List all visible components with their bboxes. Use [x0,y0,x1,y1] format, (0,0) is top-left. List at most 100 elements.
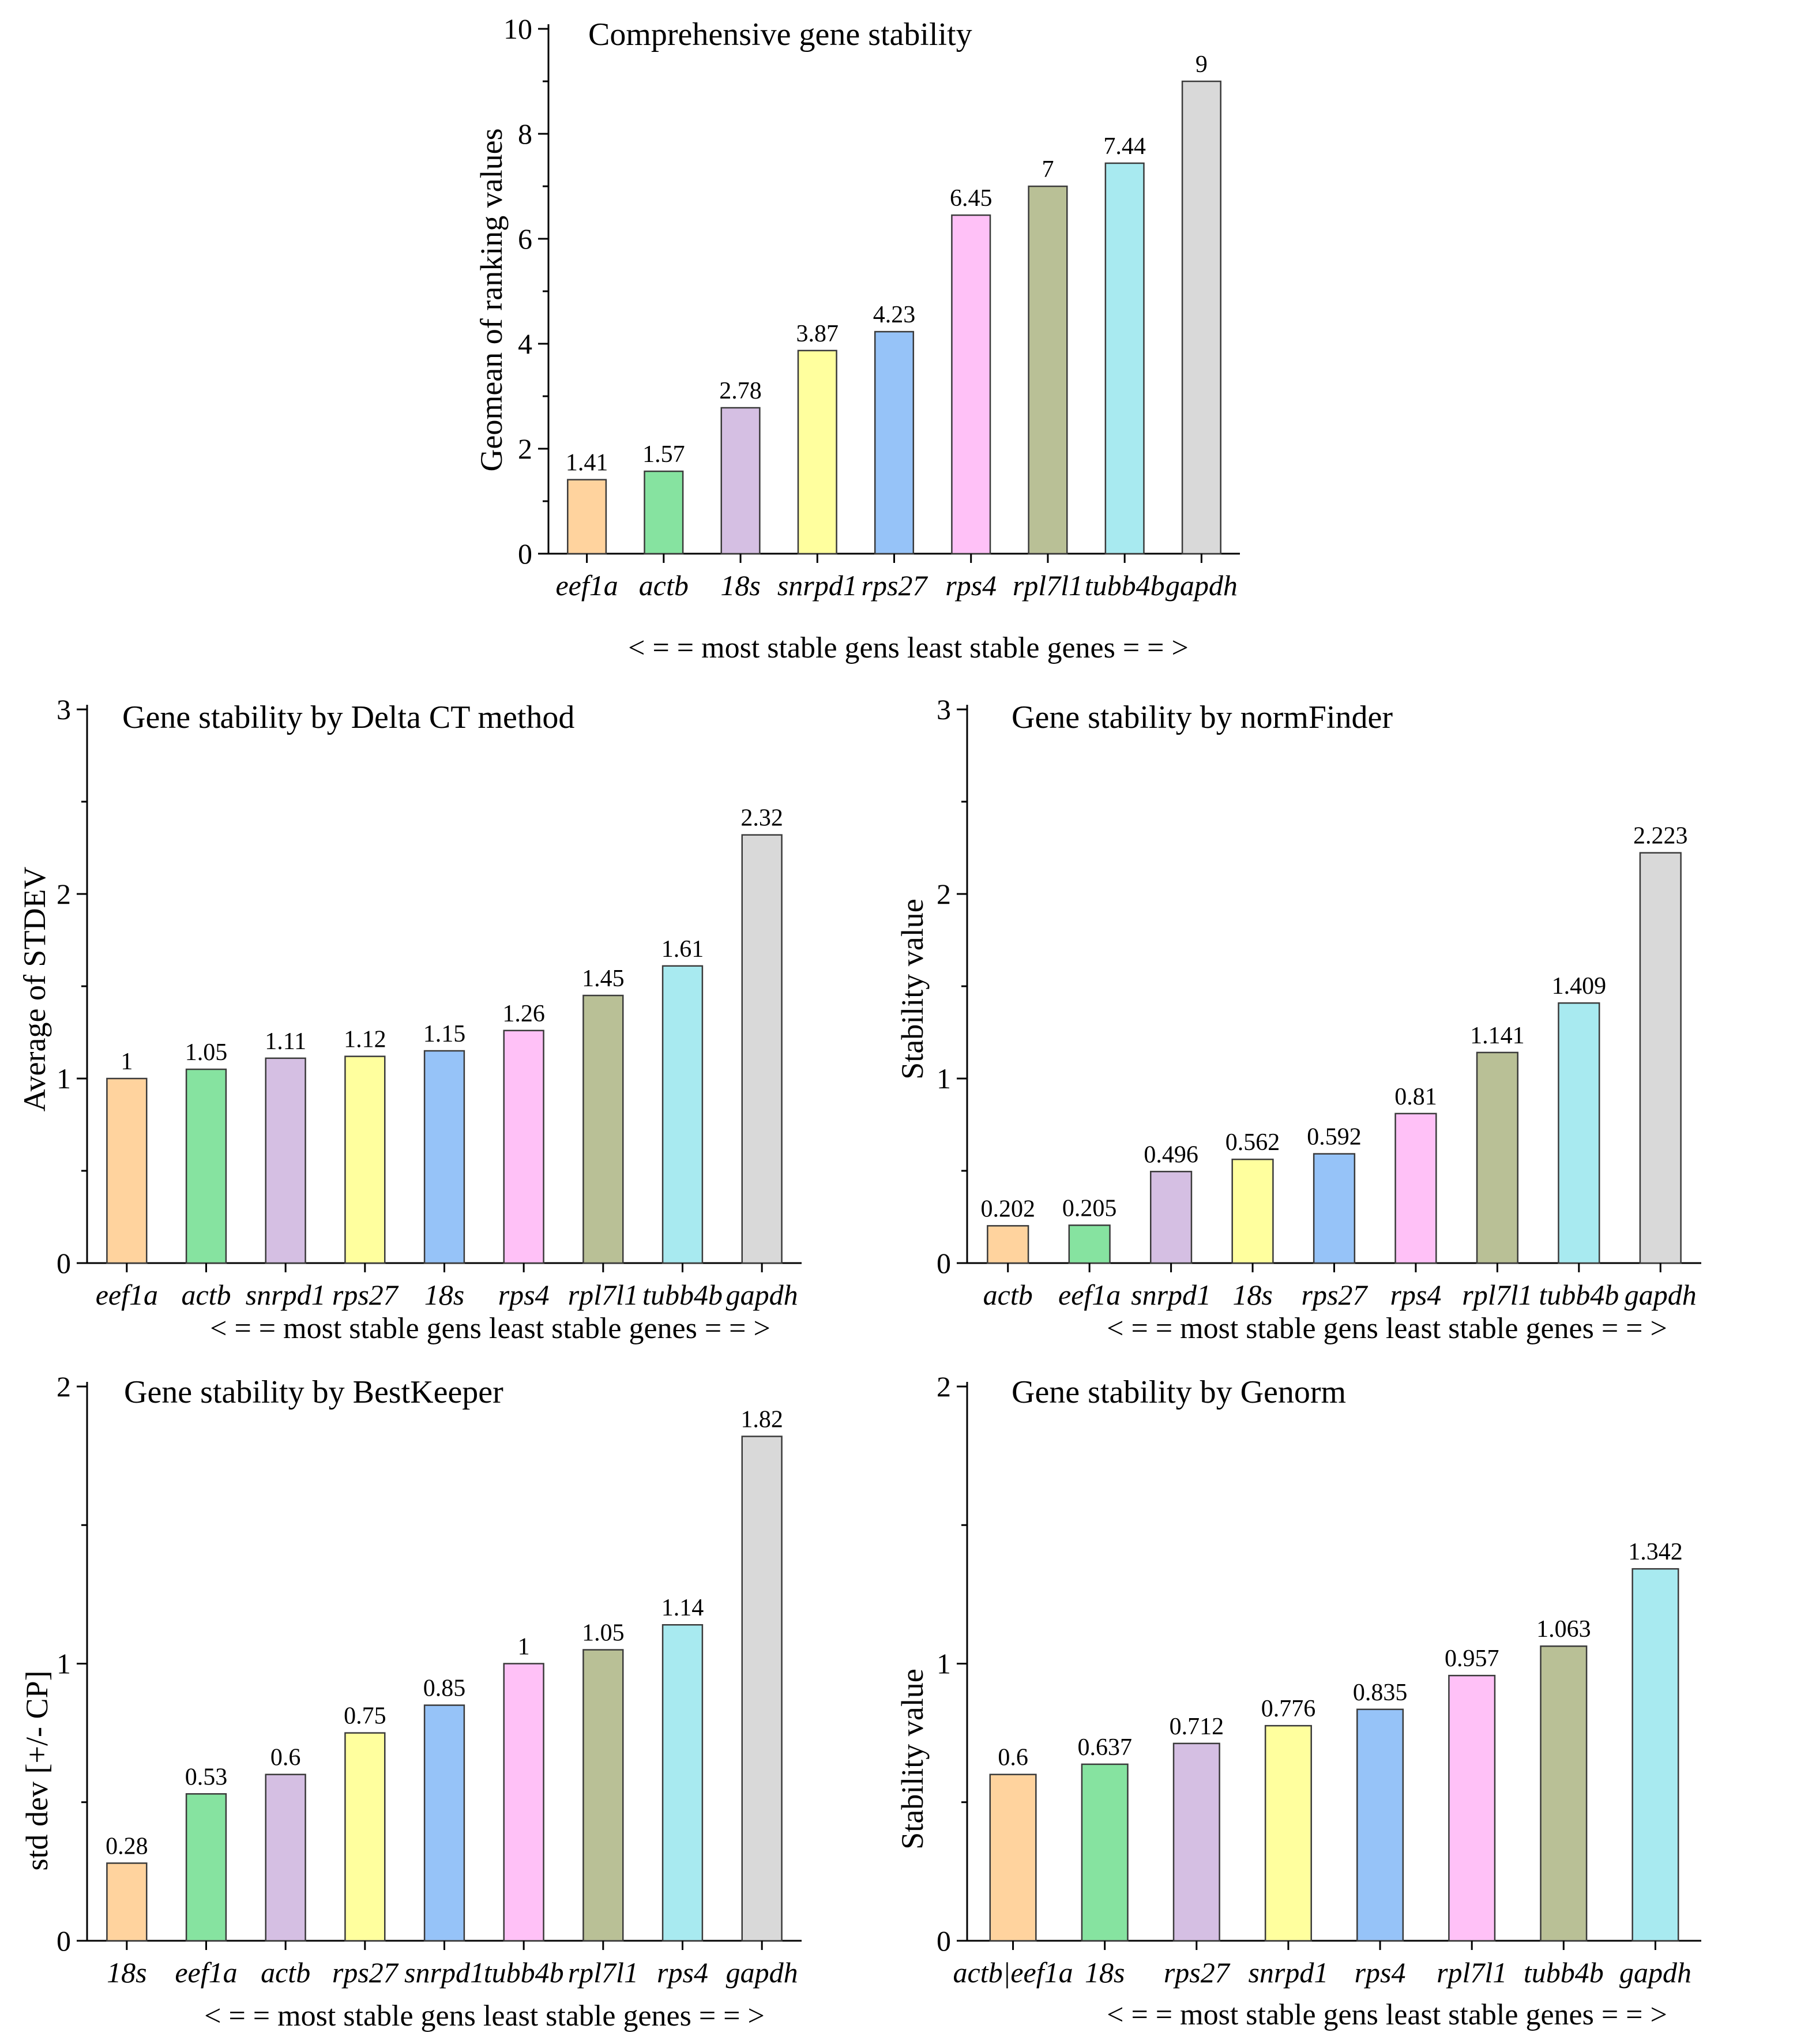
bar-18s [1231,1158,1274,1264]
data-label: 0.81 [1394,1084,1437,1110]
x-tick-label: snrpd1 [1131,1279,1211,1311]
x-axis-label: < = = most stable gens least stable gene… [210,1312,770,1345]
x-tick-label: rps27 [1302,1279,1369,1311]
data-label: 0.496 [1144,1141,1198,1168]
x-tick-label: snrpd1 [777,569,858,602]
y-tick-label: 2 [57,1370,71,1403]
x-tick-label: gapdh [1625,1279,1697,1311]
x-tick-label: actb [261,1956,310,1989]
chart-comprehensive-svg: Comprehensive gene stability Geomean of … [474,13,1240,664]
y-tick-label: 0 [57,1247,71,1279]
y-tick-label: 0 [57,1925,71,1957]
bar-rps4 [1394,1113,1437,1264]
data-label: 0.75 [344,1703,386,1730]
x-tick-label: tubb4b [484,1956,564,1989]
y-axis-label: Geomean of ranking values [474,128,509,471]
x-tick-label: snrpd1 [246,1279,326,1311]
bar-actb [265,1774,306,1942]
data-label: 9 [1196,51,1208,78]
chart-delta-ct: Gene stability by Delta CT method Averag… [0,681,900,1355]
y-axis-label: Stability value [895,899,930,1079]
chart-title: Gene stability by BestKeeper [124,1374,503,1410]
x-tick-label: tubb4b [1524,1956,1604,1989]
data-label: 1.063 [1536,1616,1591,1643]
y-tick-label: 10 [503,13,532,45]
x-tick-label: actb [983,1279,1033,1311]
bar-gapdh [741,1436,783,1942]
x-tick-label: rps4 [657,1956,708,1989]
chart-title: Gene stability by Delta CT method [122,700,574,735]
y-tick-label: 1 [57,1648,71,1680]
x-tick-label: actb|eef1a [953,1956,1073,1989]
data-label: 1.41 [566,450,608,476]
x-tick-label: tubb4b [1085,569,1165,602]
data-label: 1.14 [661,1595,704,1621]
y-tick-label: 2 [57,878,71,910]
data-label: 1.11 [265,1028,306,1055]
bar-rpl7l1 [1028,185,1068,555]
x-tick-label: 18s [720,569,760,602]
y-axis-label: Stability value [895,1669,930,1849]
bar-18s [106,1862,148,1942]
bar-snrpd1 [1150,1171,1193,1264]
x-tick-label: eef1a [175,1956,237,1989]
data-label: 1.342 [1628,1539,1683,1565]
x-axis-label: < = = most stable gens least stable gene… [1107,1998,1667,2031]
y-tick-label: 3 [937,693,951,726]
x-tick-label: snrpd1 [1248,1956,1328,1989]
bar-18s [423,1050,465,1264]
y-tick-label: 0 [937,1247,951,1279]
bar-rpl7l1 [1448,1674,1496,1942]
bar-tubb4b [661,965,704,1264]
data-label: 0.85 [423,1675,466,1702]
bar-tubb4b [1540,1645,1588,1942]
bar-18s [720,407,761,555]
y-tick-label: 3 [57,693,71,726]
bar-rpl7l1 [582,1649,624,1942]
data-label: 0.776 [1261,1696,1316,1722]
data-label: 0.205 [1062,1195,1117,1222]
data-label: 1.141 [1470,1023,1525,1049]
bar-gapdh [1639,852,1682,1264]
chart-comprehensive: Comprehensive gene stability Geomean of … [461,0,1361,675]
bar-tubb4b [1558,1002,1600,1264]
data-label: 1.26 [502,1001,545,1027]
x-tick-label: snrpd1 [404,1956,484,1989]
bar-actb|eef1a [989,1774,1037,1942]
bar-rpl7l1 [1476,1051,1518,1264]
bar-eef1a [567,479,607,555]
data-label: 0.6 [998,1745,1028,1771]
data-label: 1.409 [1552,973,1607,1000]
data-label: 0.592 [1307,1124,1362,1151]
x-tick-label: rps27 [862,569,928,602]
bar-rps27 [1313,1153,1356,1264]
chart-normfinder: Gene stability by normFinder Stability v… [895,681,1797,1355]
data-label: 0.6 [270,1745,301,1771]
bar-eef1a [185,1793,227,1942]
data-label: 1.61 [661,936,704,963]
bar-snrpd1 [265,1057,306,1264]
data-label: 0.202 [980,1196,1035,1222]
data-label: 2.223 [1633,823,1688,850]
x-tick-label: 18s [1085,1956,1125,1989]
data-label: 2.32 [740,805,783,832]
bar-snrpd1 [1264,1724,1312,1942]
x-tick-label: rps27 [1164,1956,1231,1989]
chart-title: Gene stability by Genorm [1012,1374,1346,1410]
x-tick-label: rps4 [945,569,997,602]
x-tick-label: rps27 [332,1956,399,1989]
bar-rps4 [951,214,991,555]
bar-gapdh [741,834,783,1264]
x-tick-label: gapdh [1166,569,1238,602]
data-label: 0.957 [1445,1645,1499,1672]
chart-genorm: Gene stability by Genorm Stability value… [895,1355,1797,2044]
data-label: 1.57 [642,441,685,468]
y-tick-label: 0 [518,538,532,570]
bar-rps4 [1356,1708,1404,1942]
data-label: 1.12 [344,1027,386,1053]
chart-title: Gene stability by normFinder [1012,700,1393,735]
bar-rps27 [344,1732,386,1942]
x-tick-label: actb [181,1279,231,1311]
bar-actb [987,1225,1029,1264]
data-label: 1.05 [582,1620,625,1646]
